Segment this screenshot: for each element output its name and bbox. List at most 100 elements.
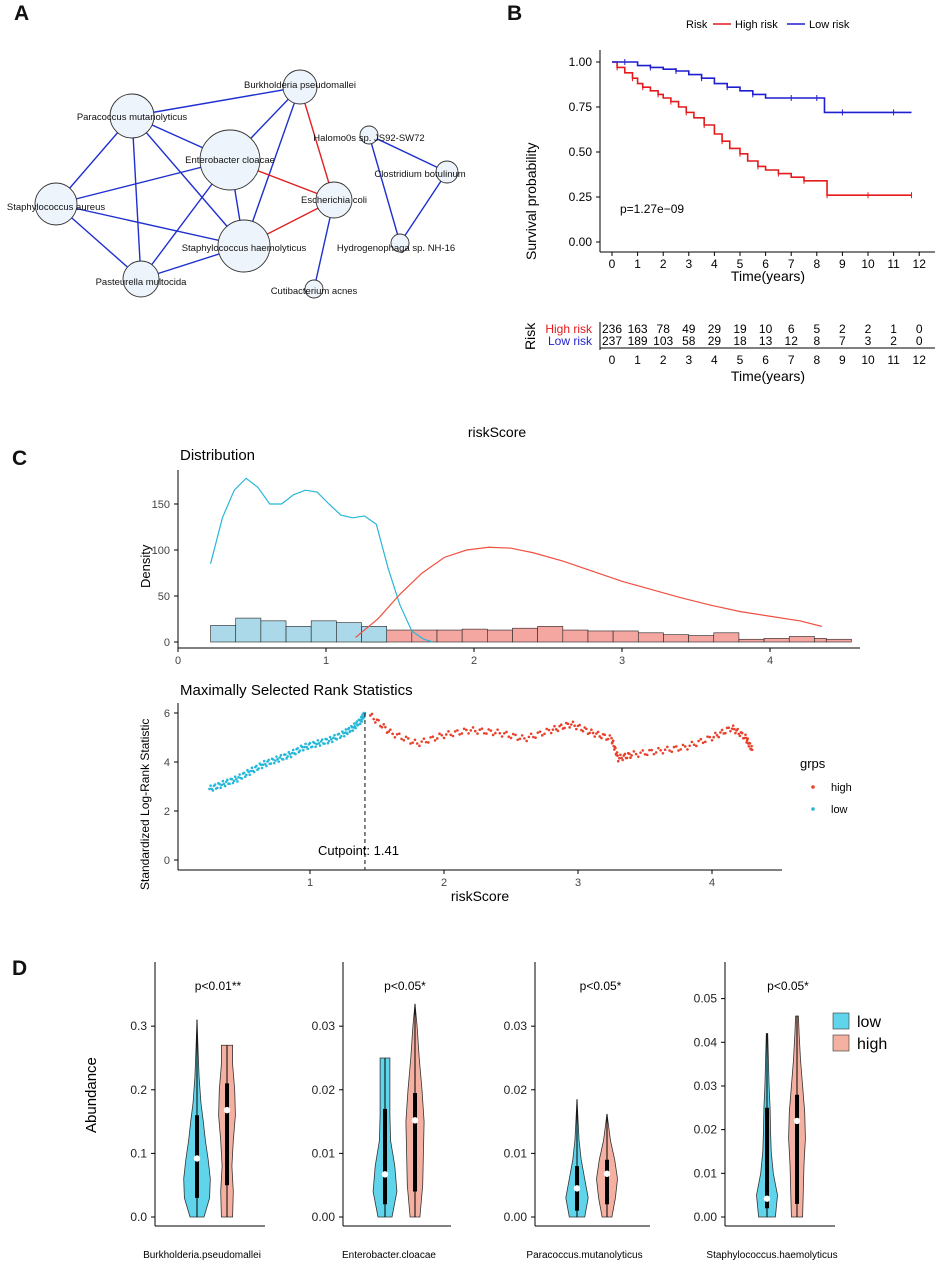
maxstat-point-low (248, 773, 251, 777)
maxstat-y-tick-label: 6 (164, 708, 170, 720)
maxstat-point-high (395, 733, 399, 736)
maxstat-point-high (734, 731, 737, 735)
violin-median-high (603, 1170, 611, 1177)
violin-y-tick-label: 0.05 (694, 992, 718, 1006)
maxstat-point-high (415, 742, 419, 745)
risk-x-tick-label: 8 (813, 353, 820, 367)
maxstat-point-high (688, 744, 691, 748)
maxstat-point-low (242, 771, 246, 775)
histogram-bar-high (663, 634, 689, 643)
maxstat-point-low (306, 747, 310, 751)
maxstat-point-high (534, 736, 537, 739)
maxstat-point-low (250, 766, 254, 769)
maxstat-point-high (420, 740, 423, 743)
maxstat-point-low (314, 745, 317, 749)
network-node-pmu (122, 260, 160, 298)
maxstat-point-low (300, 745, 304, 749)
survival-ylabel: Survival probability (523, 143, 539, 261)
maxstat-point-high (630, 754, 633, 757)
distribution-x-tick-label: 0 (175, 655, 181, 667)
maxstat-point-high (374, 721, 377, 724)
violin-y-tick-label: 0.03 (694, 1079, 718, 1093)
survival-x-tick-label: 8 (813, 257, 820, 271)
maxstat-point-low (308, 741, 312, 745)
risk-x-tick-label: 12 (913, 353, 927, 367)
risk-cell: 237 (602, 334, 622, 348)
network-label-esc: Escherichia coli (301, 195, 367, 206)
survival-curve-high (612, 61, 912, 196)
maxstat-point-high (615, 751, 619, 754)
maxstat-point-high (527, 735, 531, 739)
maxstat-point-low (344, 728, 348, 731)
maxstat-point-high (424, 740, 428, 744)
violin-y-tick-label: 0.01 (312, 1146, 336, 1160)
maxstat-point-low (230, 777, 234, 781)
maxstat-point-low (291, 748, 295, 752)
maxstat-point-low (298, 749, 302, 752)
distribution-x-tick-label: 3 (619, 655, 625, 667)
risk-cell: 0 (916, 334, 923, 348)
maxstat-point-low (352, 722, 356, 725)
maxstat-point-low (347, 726, 351, 730)
risk-x-tick-label: 11 (887, 353, 900, 367)
maxstat-point-high (478, 728, 482, 732)
panel-label-c: C (12, 447, 27, 470)
maxstat-point-high (737, 732, 741, 736)
maxstat-point-low (218, 782, 221, 786)
maxstat-point-low (304, 742, 307, 746)
maxstat-point-high (654, 751, 658, 754)
network-label-sh: Staphylococcus haemolyticus (182, 243, 307, 254)
maxstat-point-high (719, 731, 722, 734)
maxstat-point-low (235, 777, 238, 781)
maxstat-point-high (750, 748, 754, 752)
violin-y-tick-label: 0.2 (130, 1083, 147, 1097)
maxstat-point-low (247, 770, 250, 774)
maxstat-point-high (611, 739, 615, 743)
maxstat-point-high (545, 727, 549, 731)
maxstat-point-high (427, 741, 430, 744)
maxstat-x-tick-label: 4 (709, 877, 715, 889)
maxstat-point-high (413, 738, 417, 742)
maxstat-point-low (232, 779, 236, 783)
violin-pvalue: p<0.05* (580, 979, 622, 993)
survival-x-tick-label: 10 (861, 257, 875, 271)
network-label-pmu: Pasteurella multocida (96, 277, 188, 288)
violin-legend-low: low (857, 1014, 881, 1031)
histogram-bar-high (386, 629, 413, 643)
maxstat-point-high (429, 736, 432, 739)
abundance-ylabel: Abundance (83, 1057, 100, 1133)
survival-x-tick-label: 7 (788, 257, 795, 271)
maxstat-point-high (453, 730, 457, 733)
network-label-hal: Halomo0s sp. JS92-SW72 (313, 133, 424, 144)
risk-x-tick-label: 5 (737, 353, 744, 367)
violin-y-tick-label: 0.00 (694, 1210, 718, 1224)
panel-label-a: A (14, 2, 29, 25)
violin-y-tick-label: 0.02 (694, 1123, 718, 1137)
maxstat-point-low (286, 755, 289, 758)
maxstat-point-high (717, 735, 720, 739)
network-label-ec: Enterobacter cloacae (185, 155, 275, 166)
maxstat-point-high (643, 753, 647, 756)
histogram-bar-high (487, 629, 513, 643)
violin-median-high (411, 1117, 419, 1124)
risk-cell: 236 (602, 322, 622, 336)
maxstat-point-high (598, 735, 602, 738)
maxstat-point-low (233, 775, 237, 778)
distribution-x-tick-label: 2 (471, 655, 477, 667)
maxstat-point-low (318, 744, 322, 747)
panel-label-d: D (12, 957, 27, 980)
maxstat-point-high (509, 736, 513, 740)
network-edge (131, 86, 301, 117)
maxstat-point-high (746, 737, 750, 740)
maxstat-point-low (264, 762, 267, 766)
maxstat-point-high (549, 731, 553, 735)
maxstat-point-high (744, 733, 747, 737)
maxstat-point-high (619, 753, 622, 757)
maxstat-point-low (320, 738, 324, 741)
maxstat-point-low (358, 722, 362, 725)
network-node-ec (199, 129, 261, 191)
maxstat-point-low (231, 781, 235, 785)
maxstat-point-low (342, 734, 346, 738)
maxstat-point-high (387, 730, 391, 733)
risk-cell: 49 (682, 322, 696, 336)
